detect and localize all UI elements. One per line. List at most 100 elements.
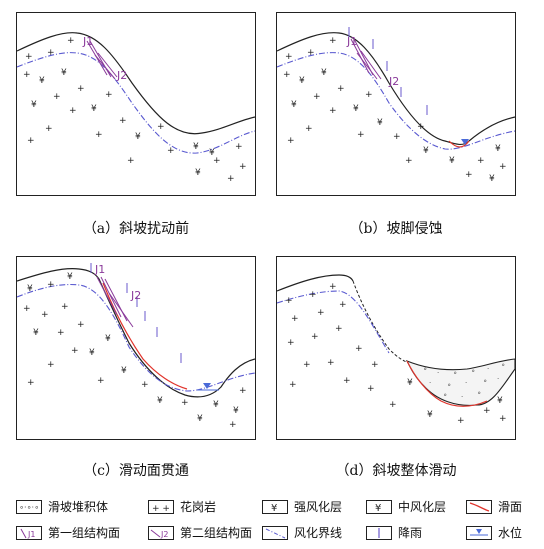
svg-text:+: + [23, 70, 31, 80]
legend-medium-weathering: ¥ 中风化层 [366, 498, 446, 515]
svg-text:+: + [287, 136, 295, 146]
legend: ∘·∘·∘ 滑坡堆积体 + + 花岗岩 ¥ 强风化层 ¥ 中风化层 滑面 J1 … [0, 494, 544, 549]
deposit-fill-pattern: ∘ · ∘ ∘ · ∘ · ∘ · ∘ ·∘ · ∘ [423, 361, 505, 401]
ground-surface-upper-line [277, 274, 354, 292]
svg-text:∘: ∘ [453, 369, 457, 377]
svg-text:∘: ∘ [443, 391, 447, 399]
legend-slip-surface: 滑面 [466, 498, 522, 515]
rock-symbols: +++ +++ +++ ++ + ++ + +¥+ ¥++ ¥+ [285, 282, 507, 426]
legend-label: 滑面 [498, 500, 523, 514]
svg-text:+: + [283, 70, 291, 80]
svg-text:+: + [287, 338, 295, 348]
svg-text:¥: ¥ [27, 284, 33, 294]
svg-text:+: + [285, 52, 293, 62]
joint-label-j2: J2 [130, 289, 141, 302]
ground-surface-line [277, 32, 516, 146]
svg-text:+: + [77, 84, 85, 94]
legend-label: 花岗岩 [180, 500, 217, 514]
panel-b: J1 J2 + + + + ¥ ¥ ¥ + + ¥ + + + + + ¥ + + ¥ ¥ + ¥ + ¥ + + [276, 12, 516, 196]
svg-text:+: + [45, 124, 53, 134]
svg-text:+: + [289, 380, 297, 390]
medium-weathering-icon: ¥ [366, 499, 392, 514]
legend-label: 第二组结构面 [180, 526, 253, 540]
svg-text:¥: ¥ [91, 104, 97, 114]
svg-text:+: + [61, 302, 69, 312]
svg-text:¥: ¥ [233, 406, 239, 416]
svg-text:+: + [483, 406, 491, 416]
svg-text:+: + [47, 360, 55, 370]
joint-label-j2: J2 [388, 75, 399, 88]
landslide-deposit-icon: ∘·∘·∘ [16, 499, 42, 514]
svg-text:+: + [405, 156, 413, 166]
svg-text:+: + [389, 400, 397, 410]
legend-water-level: 水位 [466, 524, 522, 541]
svg-text:¥: ¥ [353, 104, 359, 114]
svg-text:+: + [329, 36, 337, 46]
svg-text:¥: ¥ [213, 400, 219, 410]
svg-text:+: + [313, 92, 321, 102]
svg-text:¥: ¥ [135, 132, 141, 142]
svg-text:+: + [47, 48, 55, 58]
svg-text:·: · [487, 365, 489, 373]
svg-text:+: + [457, 416, 465, 426]
legend-label: 第一组结构面 [48, 526, 121, 540]
panel-d-drawing: ∘ · ∘ ∘ · ∘ · ∘ · ∘ ·∘ · ∘ +++ +++ +++ ++ + ++ + +… [277, 274, 516, 426]
svg-text:+: + [317, 308, 325, 318]
joint-label-j2: J2 [116, 69, 127, 82]
svg-text:¥: ¥ [291, 100, 297, 110]
water-level-symbol [461, 139, 469, 145]
panel-a-drawing: J1 J2 + ++ +¥¥ ¥++ ¥++ +++ +¥+ + ¥¥ +++ ¥+… [17, 32, 256, 184]
toe-erosion-line [448, 140, 470, 148]
legend-label: 水位 [498, 526, 523, 540]
svg-text:¥: ¥ [377, 118, 383, 128]
svg-text:+: + [67, 36, 75, 46]
svg-text:¥: ¥ [209, 148, 215, 158]
joint-set-2-icon: J2 [148, 525, 174, 540]
svg-text:+: + [71, 346, 79, 356]
svg-text:+: + [343, 376, 351, 386]
svg-text:+: + [23, 304, 31, 314]
svg-text:¥: ¥ [489, 174, 495, 184]
strong-weathering-icon: ¥ [262, 499, 288, 514]
svg-text:+: + [119, 116, 127, 126]
svg-text:¥: ¥ [271, 503, 277, 513]
svg-text:·: · [461, 393, 463, 401]
svg-text:+: + [339, 300, 347, 310]
svg-text:+: + [291, 314, 299, 324]
granite-icon: + + [148, 499, 174, 514]
weathering-boundary-line [17, 284, 256, 392]
svg-text:¥: ¥ [67, 272, 73, 282]
svg-text:¥: ¥ [195, 168, 201, 178]
svg-text:+: + [311, 332, 319, 342]
water-level-symbol [203, 383, 211, 389]
svg-text:¥: ¥ [299, 76, 305, 86]
svg-text:+: + [309, 290, 317, 300]
svg-text:¥: ¥ [105, 334, 111, 344]
svg-text:+: + [47, 280, 55, 290]
legend-label: 风化界线 [294, 526, 343, 540]
svg-text:+: + [127, 156, 135, 166]
svg-text:+: + [41, 310, 49, 320]
svg-text:∘: ∘ [483, 377, 487, 385]
svg-text:+: + [355, 344, 363, 354]
svg-text:+: + [229, 420, 237, 430]
weathering-boundary-line [277, 290, 390, 354]
water-level-icon [466, 525, 492, 540]
panel-b-drawing: J1 J2 + + + + ¥ ¥ ¥ + + ¥ + + + + + ¥ + + ¥ ¥ + ¥ + ¥ + + [277, 27, 516, 184]
svg-text:¥: ¥ [449, 156, 455, 166]
svg-text:·: · [497, 375, 499, 383]
svg-text:+: + [285, 296, 293, 306]
joint-label-j1: J1 [94, 263, 105, 276]
svg-text:+: + [335, 324, 343, 334]
svg-text:·: · [437, 369, 439, 377]
svg-text:+: + [213, 156, 221, 166]
svg-text:+: + [57, 328, 65, 338]
svg-text:∘: ∘ [501, 361, 505, 369]
svg-text:+: + [167, 146, 175, 156]
svg-text:+: + [417, 122, 425, 132]
svg-text:+: + [371, 360, 379, 370]
svg-text:¥: ¥ [427, 410, 433, 420]
svg-text:¥: ¥ [61, 68, 67, 78]
svg-text:¥: ¥ [497, 396, 503, 406]
svg-text:+: + [329, 282, 337, 292]
